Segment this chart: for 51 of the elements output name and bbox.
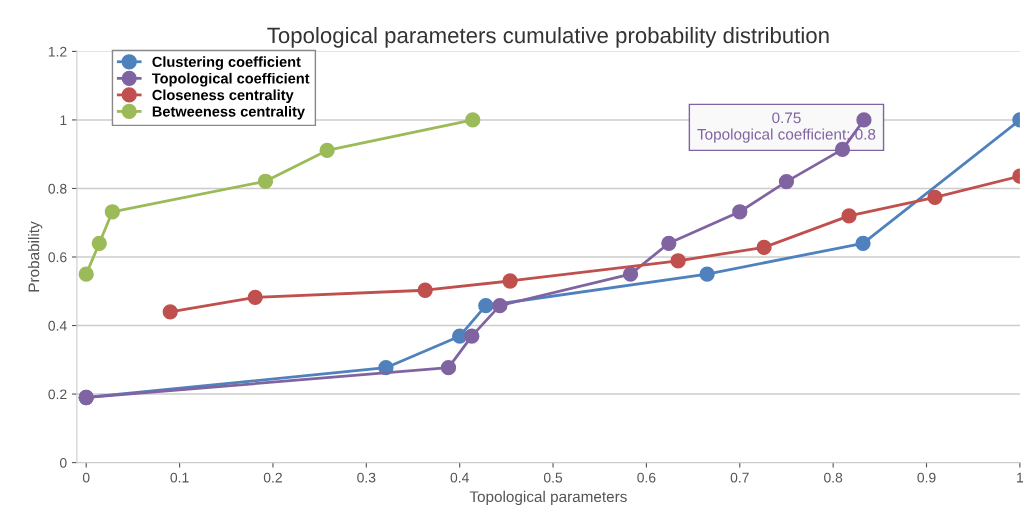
y-axis-title: Probability (28, 221, 43, 292)
y-tick-label: 1 (60, 115, 67, 125)
point (622, 266, 639, 282)
point (732, 204, 748, 220)
point (247, 289, 263, 306)
legend-label: Clustering coefficient (152, 56, 301, 70)
y-tick-label: 0.6 (48, 252, 67, 263)
x-tick-label: 0.6 (637, 472, 656, 483)
point (319, 142, 335, 159)
point (78, 266, 94, 282)
chart-title: Topological parameters cumulative probability distribution (267, 26, 829, 48)
point (927, 189, 943, 206)
point (440, 360, 457, 376)
y-tick-label: 0.8 (48, 183, 67, 194)
x-tick-label: 0 (82, 472, 90, 483)
point (417, 282, 433, 298)
x-tick-label: 0.9 (917, 472, 936, 483)
x-tick-label: 0.7 (730, 472, 749, 483)
point (104, 204, 120, 220)
x-tick-label: 0.4 (450, 472, 469, 483)
y-tick-label: 0.2 (48, 389, 67, 400)
y-tick-label: 0.4 (48, 320, 67, 331)
point (856, 112, 872, 128)
point (257, 173, 274, 189)
point (661, 235, 677, 251)
point (502, 273, 518, 289)
point (478, 298, 494, 314)
point (756, 239, 772, 256)
x-tick-label: 0.3 (357, 472, 376, 483)
point (162, 304, 178, 320)
point (841, 208, 857, 224)
x-tick-label: 0.2 (263, 472, 282, 483)
x-tick-label: 1 (1017, 472, 1024, 483)
point (834, 141, 851, 158)
x-tick-label: 0.8 (824, 472, 843, 483)
point (492, 298, 508, 314)
legend-label: Topological coefficient (152, 72, 310, 87)
point (91, 235, 107, 251)
x-axis-title: Topological parameters (469, 490, 627, 506)
x-tick-label: 0.5 (543, 472, 563, 483)
point (855, 235, 871, 251)
y-tick-label: 0 (59, 457, 67, 468)
legend-label: Betweeness centrality (152, 105, 305, 120)
y-tick-label: 1.2 (48, 46, 67, 57)
x-tick-label: 0.1 (170, 472, 189, 483)
point (465, 112, 481, 128)
point (778, 173, 795, 190)
legend-label: Closeness centrality (152, 89, 294, 104)
point (670, 253, 686, 269)
point (699, 266, 715, 282)
point (464, 328, 480, 344)
